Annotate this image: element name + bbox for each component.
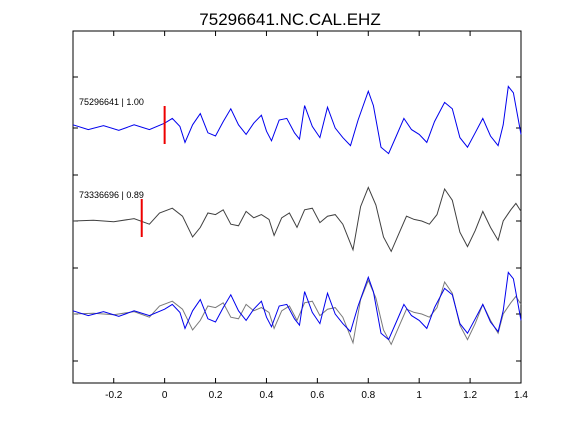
overlay-match-line: [72, 279, 522, 346]
x-axis: -0.2 0 0.2 0.4 0.6 0.8 1 1.2 1.4: [105, 31, 528, 401]
x-tick-label-0: -0.2: [105, 390, 123, 401]
x-tick-label-5: 0.8: [361, 390, 375, 401]
trace-line-1: [72, 85, 522, 155]
trace-label-2: 73336696 | 0.89: [79, 190, 144, 200]
x-tick-label-4: 0.6: [310, 390, 324, 401]
waveform-traces: 75296641 | 1.00 73336696 | 0.89: [72, 85, 522, 346]
axes-frame: [72, 30, 522, 384]
trace-line-2: [72, 186, 522, 253]
x-tick-label-6: 1: [416, 390, 422, 401]
overlay-template-line: [72, 271, 522, 341]
x-tick-label-1: 0: [162, 390, 168, 401]
trace-label-1: 75296641 | 1.00: [79, 97, 144, 107]
x-tick-label-7: 1.2: [463, 390, 477, 401]
x-tick-label-8: 1.4: [514, 390, 528, 401]
x-tick-label-3: 0.4: [260, 390, 274, 401]
chart-title: 75296641.NC.CAL.EHZ: [199, 10, 380, 29]
x-tick-label-2: 0.2: [209, 390, 223, 401]
